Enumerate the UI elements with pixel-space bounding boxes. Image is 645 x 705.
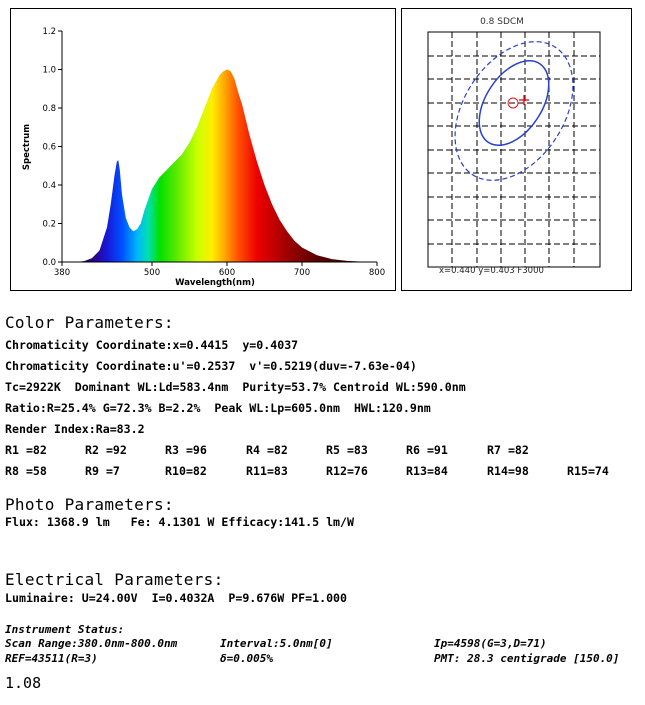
spectrum-area (62, 69, 377, 262)
y-tick-label: 0.6 (42, 143, 56, 153)
electrical-parameters-heading: Electrical Parameters: (5, 570, 224, 589)
x-tick-label: 380 (54, 268, 70, 278)
color-temperature-line: Tc=2922K Dominant WL:Ld=583.4nm Purity=5… (5, 380, 466, 394)
software-version: 1.08 (5, 674, 42, 692)
chromaticity-xy: Chromaticity Coordinate:x=0.4415 y=0.403… (5, 338, 299, 352)
r-value: R5 =83 (326, 443, 368, 457)
y-tick-label: 0.4 (42, 181, 56, 191)
luminaire-line: Luminaire: U=24.00V I=0.4032A P=9.676W P… (5, 591, 348, 605)
r-value: R10=82 (165, 464, 207, 478)
ratio-line: Ratio:R=25.4% G=72.3% B=2.2% Peak WL:Lp=… (5, 401, 431, 415)
r-value: R2 =92 (85, 443, 127, 457)
x-tick-label: 600 (219, 268, 235, 278)
r-value: R1 =82 (5, 443, 47, 457)
ref-value: REF=43511(R=3) (5, 652, 98, 665)
ip-value: Ip=4598(G=3,D=71) (434, 637, 547, 650)
sdcm-readout: x=0.440 y=0.403 F3000 (439, 266, 544, 276)
color-parameters-heading: Color Parameters: (5, 313, 174, 332)
r-value: R6 =91 (406, 443, 448, 457)
sdcm-title: 0.8 SDCM (480, 17, 524, 27)
y-tick-label: 0.8 (42, 104, 56, 114)
x-tick-label: 500 (144, 268, 160, 278)
r-value: R14=98 (487, 464, 529, 478)
sdcm-grid (428, 32, 600, 267)
target-circle (507, 97, 519, 109)
spectrum-panel: 0.0 0.2 0.4 0.6 0.8 1.0 1.2 380 500 600 700 800 Wav… (10, 8, 396, 291)
sdcm-outer-ellipse (454, 41, 574, 181)
r-value: R3 =96 (165, 443, 207, 457)
x-axis-label: Wavelength(nm) (175, 278, 255, 288)
measured-point-marker (519, 95, 529, 105)
sdcm-panel: 0.8 SDCM x=0.440 y=0.403 F3000 (401, 8, 632, 291)
sdcm-chart: 0.8 SDCM x=0.440 y=0.403 F3000 (427, 17, 601, 276)
photo-parameters-heading: Photo Parameters: (5, 495, 174, 514)
flux-line: Flux: 1368.9 lm Fe: 4.1301 W Efficacy:14… (5, 515, 355, 529)
x-tick-label: 700 (294, 268, 310, 278)
delta-value: δ=0.005% (220, 652, 273, 665)
y-tick-label: 1.0 (42, 66, 56, 76)
render-index: Render Index:Ra=83.2 (5, 422, 145, 436)
pmt-value: PMT: 28.3 centigrade [150.0] (434, 652, 620, 665)
r-value: R11=83 (246, 464, 288, 478)
r-value: R7 =82 (487, 443, 529, 457)
y-tick-label: 0.2 (42, 220, 56, 230)
sdcm-inner-ellipse (478, 59, 550, 147)
x-tick-label: 800 (369, 268, 385, 278)
y-axis-label: Spectrum (22, 124, 32, 170)
y-tick-label: 0.0 (42, 258, 56, 268)
r-value: R9 =7 (85, 464, 120, 478)
scan-range: Scan Range:380.0nm-800.0nm (5, 637, 178, 650)
r-value: R4 =82 (246, 443, 288, 457)
y-tick-label: 1.2 (42, 27, 56, 37)
r-value: R8 =58 (5, 464, 47, 478)
chromaticity-uv: Chromaticity Coordinate:u'=0.2537 v'=0.5… (5, 359, 417, 373)
instrument-status-heading: Instrument Status: (5, 623, 125, 636)
interval: Interval:5.0nm[0] (220, 637, 333, 650)
r-value: R13=84 (406, 464, 448, 478)
r-value: R15=74 (567, 464, 609, 478)
spectrum-chart: 0.0 0.2 0.4 0.6 0.8 1.0 1.2 380 500 600 700 800 Wav… (22, 27, 385, 288)
r-value: R12=76 (326, 464, 368, 478)
